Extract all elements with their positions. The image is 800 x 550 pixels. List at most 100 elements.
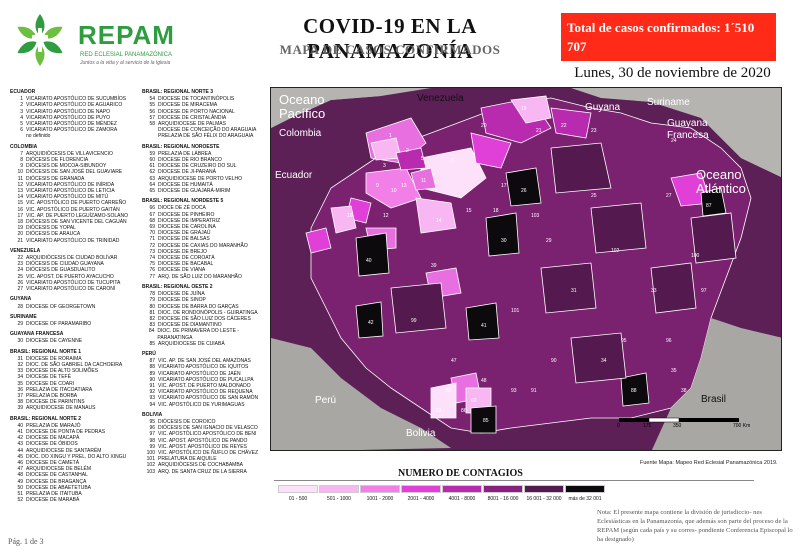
region-10 (365, 167, 422, 209)
jurisdiction-number: 33 (17, 368, 23, 375)
jurisdiction-name: DIOCESE DE RIO BRANCO (158, 157, 222, 164)
jurisdiction-number: 1 (20, 96, 23, 103)
jurisdiction-name: VIC. APOSTÓLICO DE PUERTO CARREÑO (26, 200, 127, 207)
jurisdiction-name: DIOC. DE SÃO GABRIEL DA CACHOEIRA (26, 361, 123, 368)
jurisdiction-name: DIOCE DE ZÉ DOCA (158, 205, 206, 212)
jurisdiction-number: 99 (149, 443, 155, 450)
region-number: 91 (531, 388, 537, 394)
label-colombia: Colombia (279, 128, 322, 139)
jurisdiction-item: 19 DIÓCESIS DE YOPAL (10, 225, 138, 231)
label-guyana: Guyana (585, 102, 621, 113)
jurisdiction-item: 95 DIÓCESIS DE COROICO (142, 419, 270, 425)
jurisdiction-number: 46 (17, 459, 23, 466)
deaths-total: Total de fallecidos: 36 509 (567, 58, 711, 73)
map-note: Nota: El presente mapa contiene la divis… (597, 509, 793, 543)
jurisdiction-name: ARQUIDIOCESE DE PALMAS (158, 121, 226, 128)
region-number: 20 (481, 123, 487, 129)
jurisdiction-number: 66 (149, 205, 155, 212)
jurisdiction-item: 7 ARQUIDIÓCESIS DE VILLAVICENCIO (10, 151, 138, 157)
jurisdiction-number: 24 (17, 267, 23, 274)
region-number: 42 (368, 320, 374, 326)
label-ocean-atlantic: Oceano Atlántico (696, 167, 746, 196)
jurisdiction-number: 63 (149, 175, 155, 182)
jurisdiction-item: 40 PRELAZIA DE MARAJÓ (10, 423, 138, 429)
jurisdiction-item: 94 VIC. APOSTÓLICO DE YURIMAGUAS (142, 402, 270, 408)
jurisdiction-number: 20 (17, 231, 23, 238)
jurisdiction-name: DIOCESE DE PINHEIRO (158, 211, 215, 218)
region-17 (330, 205, 357, 234)
region-number: 90 (551, 358, 557, 364)
brand-name: REPAM (78, 20, 175, 50)
jurisdiction-item: 80 DIOCESE DE BARRA DO GARÇAS (142, 304, 270, 310)
jurisdiction-name: VICARIATO APOSTÓLICO DE ZAMORA (26, 127, 118, 134)
jurisdiction-name: DIOCESE DE HUMAITÁ (158, 181, 213, 188)
non-amazon-south (271, 338, 451, 450)
jurisdiction-number: 65 (149, 188, 155, 195)
jurisdiction-name: DIÓCESIS DE ARAUCA (26, 231, 81, 238)
region-number: 58 (446, 388, 452, 394)
jurisdiction-name: DIOCESE DE BACABAL (158, 261, 214, 268)
jurisdiction-item: 2 VICARIATO APOSTÓLICO DE AGUARICO (10, 102, 138, 108)
jurisdiction-item: 73 DIOCESE DE BREJO (142, 249, 270, 255)
jurisdiction-number: 47 (17, 466, 23, 473)
jurisdiction-name: DIÓCESIS DE SAN IGNACIO DE VELASCO (158, 425, 258, 432)
jurisdiction-number: 58 (149, 121, 155, 128)
jurisdiction-name: PRELAZIA DE SÃO FÉLIX DO ARAGUAIA (158, 133, 254, 140)
jurisdiction-number: 32 (17, 361, 23, 368)
jurisdiction-item: 4 VICARIATO APOSTÓLICO DE PUYO (10, 115, 138, 121)
jurisdiction-number: 103 (146, 468, 155, 475)
jurisdiction-name: no definido (26, 133, 51, 140)
jurisdiction-item: 61 DIOCESE DE CRUZEIRO DO SUL (142, 163, 270, 169)
jurisdiction-name: DIOCESE DE PORTO NACIONAL (158, 108, 235, 115)
jurisdiction-name: VIC. APOST. APOSTÓLICO DE PANDO (158, 437, 248, 444)
report-date: Lunes, 30 de noviembre de 2020 (574, 65, 771, 81)
jurisdiction-number: 16 (17, 206, 23, 213)
jurisdiction-name: DIOCESE DE SÃO LUIZ DOS CÁCERES (158, 315, 251, 322)
legend-bin-label: más de 32 001 (568, 496, 602, 502)
scale-tick-0: 0 (617, 423, 620, 429)
jurisdiction-name: DIOCESE DE MIRACEMA (158, 102, 218, 109)
jurisdiction-item: 10 DIÓCESIS DE SAN JOSÉ DEL GUAVIARE (10, 169, 138, 175)
region-number: 39 (431, 263, 437, 269)
legend-bin: 1001 - 2000 (360, 485, 400, 502)
region-2 (305, 227, 332, 254)
confirmed-total: Total de casos confirmados: 1´510 707 (567, 20, 755, 54)
jurisdiction-item: 18 DIÓCESIS DE SAN VICENTE DEL CAGUÁN (10, 219, 138, 225)
jurisdiction-number: 40 (17, 422, 23, 429)
legend-swatch (360, 485, 400, 493)
jurisdiction-number: 30 (17, 338, 23, 345)
jurisdiction-number: 70 (149, 230, 155, 237)
jurisdiction-name: VICARIATO APOSTÓLICO DE SAN RAMÓN (158, 395, 259, 402)
jurisdiction-number: 76 (149, 267, 155, 274)
region-number: 8 (451, 158, 454, 164)
jurisdiction-number: 91 (149, 382, 155, 389)
jurisdiction-name: VICARIATO APOSTÓLICO DE PUCALLPA (158, 376, 254, 383)
jurisdiction-item: 23 DIÓCESIS DE CIUDAD GUAYANA (10, 261, 138, 267)
jurisdiction-number: 52 (17, 497, 23, 504)
jurisdiction-item: 45 DIOC. DO XINGU Y PREL. DO ALTO XINGU (10, 454, 138, 460)
jurisdiction-name: DIÓCESIS DE SAN VICENTE DEL CAGUÁN (26, 219, 127, 226)
jurisdiction-name: DIÓCESIS DE FLORENCIA (26, 157, 89, 164)
region-85-black (620, 372, 650, 407)
jurisdiction-item: 13 VICARIATO APOSTÓLICO DE LETICIA (10, 188, 138, 194)
jurisdiction-item: 87 VIC. AP. DE SAN JOSÉ DEL AMAZONAS (142, 358, 270, 364)
jurisdiction-item: 15 VIC. APOSTÓLICO DE PUERTO CARREÑO (10, 200, 138, 206)
label-venezuela: Venezuela (417, 93, 464, 104)
jurisdiction-item: 84 DIOC. DE PRIMAVERA DO LESTE - PARANATI… (142, 328, 270, 340)
legend-bin-label: 4001 - 8000 (448, 496, 476, 502)
jurisdiction-number: 37 (17, 392, 23, 399)
jurisdiction-name: DIOCESE DE VIANA (158, 267, 206, 274)
map-canvas (271, 88, 781, 450)
jurisdiction-item: 64 DIOCESE DE HUMAITÁ (142, 182, 270, 188)
jurisdiction-item: 77 ARQ. DE SÃO LUIZ DO MARANHÃO (142, 274, 270, 280)
legend-bin-label: 16 001 - 32 000 (526, 496, 562, 502)
jurisdiction-number: 77 (149, 273, 155, 280)
jurisdiction-heading: COLOMBIA (10, 143, 38, 150)
jurisdiction-number: 98 (149, 437, 155, 444)
jurisdiction-item: 62 DIOCESE DE JI-PARANÁ (142, 169, 270, 175)
jurisdiction-item: 39 ARQUIDIOCESE DE MANAUS (10, 405, 138, 411)
jurisdiction-number: 17 (17, 212, 23, 219)
jurisdiction-number: 74 (149, 255, 155, 262)
region-number: 41 (481, 323, 487, 329)
jurisdiction-number: 48 (17, 472, 23, 479)
